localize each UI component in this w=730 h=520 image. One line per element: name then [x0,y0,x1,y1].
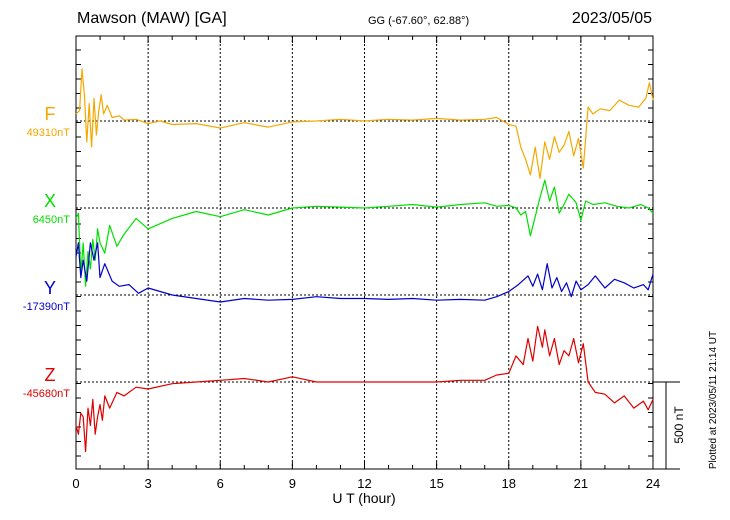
series-name-f: F [45,104,56,124]
grid-lines [76,36,653,469]
series-labels: F 49310nT X 6450nT Y -17390nT Z -45680nT [23,104,70,400]
series-baseline-x: 6450nT [33,214,71,226]
series-baseline-y: -17390nT [23,301,70,313]
x-tick-label: 6 [217,476,224,491]
date-label: 2023/05/05 [571,10,652,27]
x-tick-label: 0 [72,476,79,491]
series-f-line [75,68,654,179]
series-name-x: X [44,191,56,211]
x-tick-label: 15 [429,476,443,491]
series-x-line [75,179,654,287]
x-tick-label: 18 [502,476,516,491]
x-axis-label: U T (hour) [332,490,395,506]
series-name-z: Z [45,365,56,385]
plotted-timestamp: Plotted at 2023/05/11 21:14 UT [708,331,719,469]
x-tick-label: 3 [145,476,152,491]
series-z-line [75,325,654,453]
x-tick-label: 24 [646,476,660,491]
x-tick-label: 9 [289,476,296,491]
series-baseline-f: 49310nT [27,127,71,139]
scale-bar-label: 500 nT [672,406,686,444]
geographic-coords: GG (-67.60°, 62.88°) [368,15,470,27]
x-tick-label: 12 [357,476,371,491]
x-tick-label: 21 [574,476,588,491]
series-group [75,68,654,453]
scale-bar [653,381,680,470]
series-y-line [75,242,654,303]
series-name-y: Y [44,278,56,298]
x-tick-labels: 0 3 6 9 12 15 18 21 24 [72,476,660,491]
station-title: Mawson (MAW) [GA] [77,10,227,27]
series-baseline-z: -45680nT [23,388,70,400]
